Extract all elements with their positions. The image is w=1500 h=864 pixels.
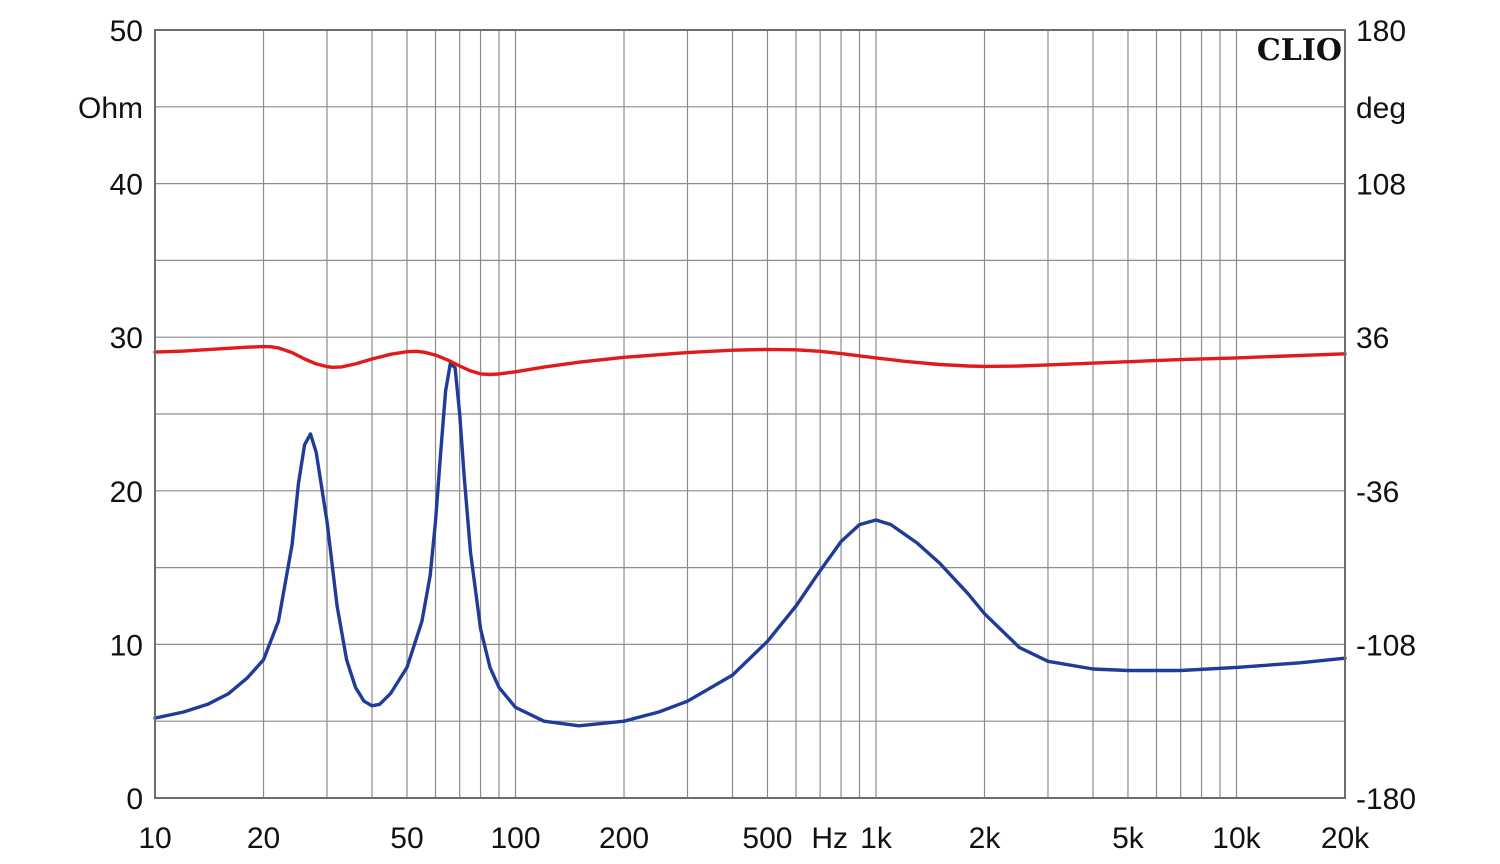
x-tick-label: 1k [860,822,893,855]
y-left-tick-label: 0 [126,783,143,816]
y-right-unit-label: deg [1356,92,1406,125]
tick-labels: 10 20 50 100 200 500 1k 2k 5k 10k 20k Hz 0 10 20 30 40 50… [78,15,1416,855]
x-tick-label: 5k [1112,822,1145,855]
x-tick-label: 20 [247,822,280,855]
y-right-tick-label: -108 [1356,629,1416,662]
plot-frame [154,29,1346,799]
x-tick-label: 50 [390,822,423,855]
y-left-tick-label: 50 [110,15,143,48]
x-tick-label: 500 [742,822,792,855]
y-left-tick-label: 20 [110,476,143,509]
curves [153,344,1347,728]
series-line-1 [153,361,1347,728]
y-left-unit-label: Ohm [78,92,143,125]
y-right-tick-label: 180 [1356,15,1406,48]
x-tick-label: 200 [599,822,649,855]
y-right-tick-label: -36 [1356,476,1399,509]
x-tick-label: 20k [1321,822,1370,855]
grid-lines [155,30,1345,798]
y-left-tick-label: 10 [110,629,143,662]
y-right-tick-label: 36 [1356,322,1389,355]
x-tick-label: 10k [1212,822,1261,855]
series-line-2 [153,344,1347,377]
x-tick-label: 10 [138,822,171,855]
brand-logo-text: CLIO [1257,33,1342,68]
x-tick-label: 2k [969,822,1002,855]
y-left-tick-label: 30 [110,322,143,355]
y-right-tick-label: 108 [1356,169,1406,202]
y-right-tick-label: -180 [1356,783,1416,816]
x-tick-label: 100 [490,822,540,855]
x-unit-label: Hz [811,822,848,855]
y-left-tick-label: 40 [110,169,143,202]
